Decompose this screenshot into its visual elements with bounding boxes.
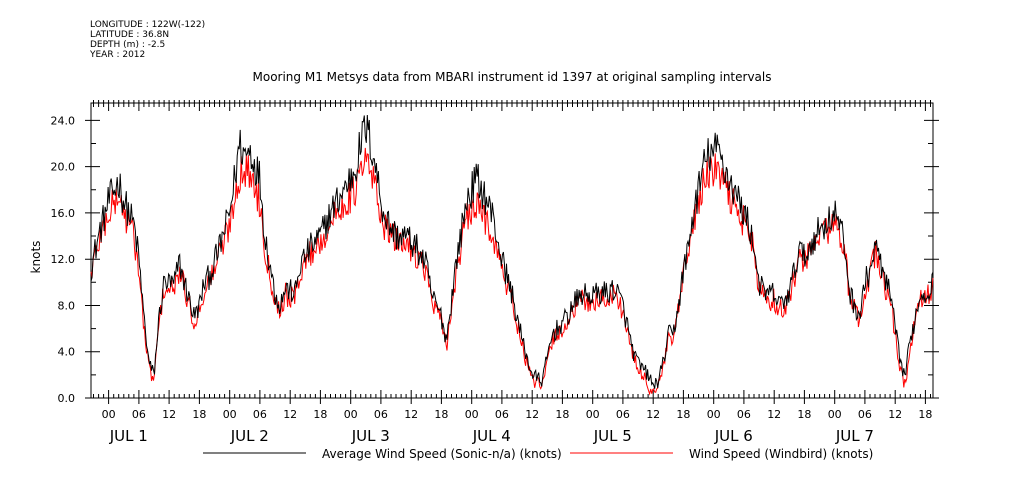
y-tick-labels: 0.0 4.0 8.0 12.0 16.0 20.0 24.0 — [51, 114, 76, 405]
x-tick-label: 00 — [586, 408, 600, 421]
series-line-windbird — [90, 147, 934, 396]
latitude-label: LATITUDE : 36.8N — [90, 30, 170, 40]
y-tick-label: 4.0 — [58, 346, 76, 359]
y-tick-label: 0.0 — [58, 392, 76, 405]
x-tick-labels: 00 06 12 18 00 06 12 18 00 06 12 18 00 06 12 18 00 06 12 18… — [102, 408, 933, 421]
day-label: JUL 3 — [351, 427, 390, 445]
x-tick-label: 12 — [525, 408, 539, 421]
metadata-block: LONGITUDE : 122W(-122) LATITUDE : 36.8N … — [90, 20, 205, 60]
day-label: JUL 4 — [472, 427, 511, 445]
x-tick-label: 12 — [162, 408, 176, 421]
x-tick-label: 06 — [253, 408, 267, 421]
plot-frame — [90, 102, 934, 399]
x-tick-label: 00 — [102, 408, 116, 421]
x-tick-label: 06 — [858, 408, 872, 421]
x-tick-label: 18 — [918, 408, 932, 421]
day-labels: JUL 1 JUL 2 JUL 3 JUL 4 JUL 5 JUL 6 JUL 7 — [109, 427, 874, 445]
y-tick-label: 20.0 — [51, 161, 76, 174]
x-tick-label: 18 — [797, 408, 811, 421]
x-tick-label: 06 — [616, 408, 630, 421]
tick-marks — [85, 100, 939, 404]
y-tick-label: 16.0 — [51, 207, 76, 220]
x-tick-label: 06 — [495, 408, 509, 421]
year-label: YEAR : 2012 — [90, 50, 146, 60]
legend-label-sonic: Average Wind Speed (Sonic-n/a) (knots) — [322, 447, 562, 461]
x-tick-label: 06 — [132, 408, 146, 421]
x-tick-label: 18 — [555, 408, 569, 421]
x-tick-label: 18 — [434, 408, 448, 421]
x-tick-label: 00 — [223, 408, 237, 421]
y-tick-label: 8.0 — [58, 300, 76, 313]
y-tick-label: 24.0 — [51, 114, 76, 127]
x-tick-label: 18 — [676, 408, 690, 421]
x-tick-label: 00 — [344, 408, 358, 421]
y-axis-label: knots — [29, 241, 43, 274]
day-label: JUL 2 — [230, 427, 269, 445]
day-label: JUL 6 — [714, 427, 753, 445]
x-tick-label: 06 — [374, 408, 388, 421]
series-line-sonic — [90, 114, 934, 389]
axis-ticks — [85, 100, 939, 404]
y-tick-label: 12.0 — [51, 253, 76, 266]
x-tick-label: 00 — [828, 408, 842, 421]
x-tick-label: 00 — [465, 408, 479, 421]
x-tick-label: 12 — [404, 408, 418, 421]
day-label: JUL 7 — [835, 427, 874, 445]
day-label: JUL 5 — [593, 427, 632, 445]
x-tick-label: 12 — [283, 408, 297, 421]
x-tick-label: 18 — [192, 408, 206, 421]
x-tick-label: 00 — [707, 408, 721, 421]
legend-label-windbird: Wind Speed (Windbird) (knots) — [689, 447, 873, 461]
depth-label: DEPTH (m) : -2.5 — [90, 40, 166, 50]
chart-title: Mooring M1 Metsys data from MBARI instru… — [253, 70, 772, 84]
day-label: JUL 1 — [109, 427, 148, 445]
x-tick-label: 12 — [646, 408, 660, 421]
x-tick-label: 18 — [313, 408, 327, 421]
x-tick-label: 06 — [737, 408, 751, 421]
x-tick-label: 12 — [888, 408, 902, 421]
longitude-label: LONGITUDE : 122W(-122) — [90, 20, 206, 30]
x-tick-label: 12 — [767, 408, 781, 421]
data-series — [90, 114, 934, 396]
